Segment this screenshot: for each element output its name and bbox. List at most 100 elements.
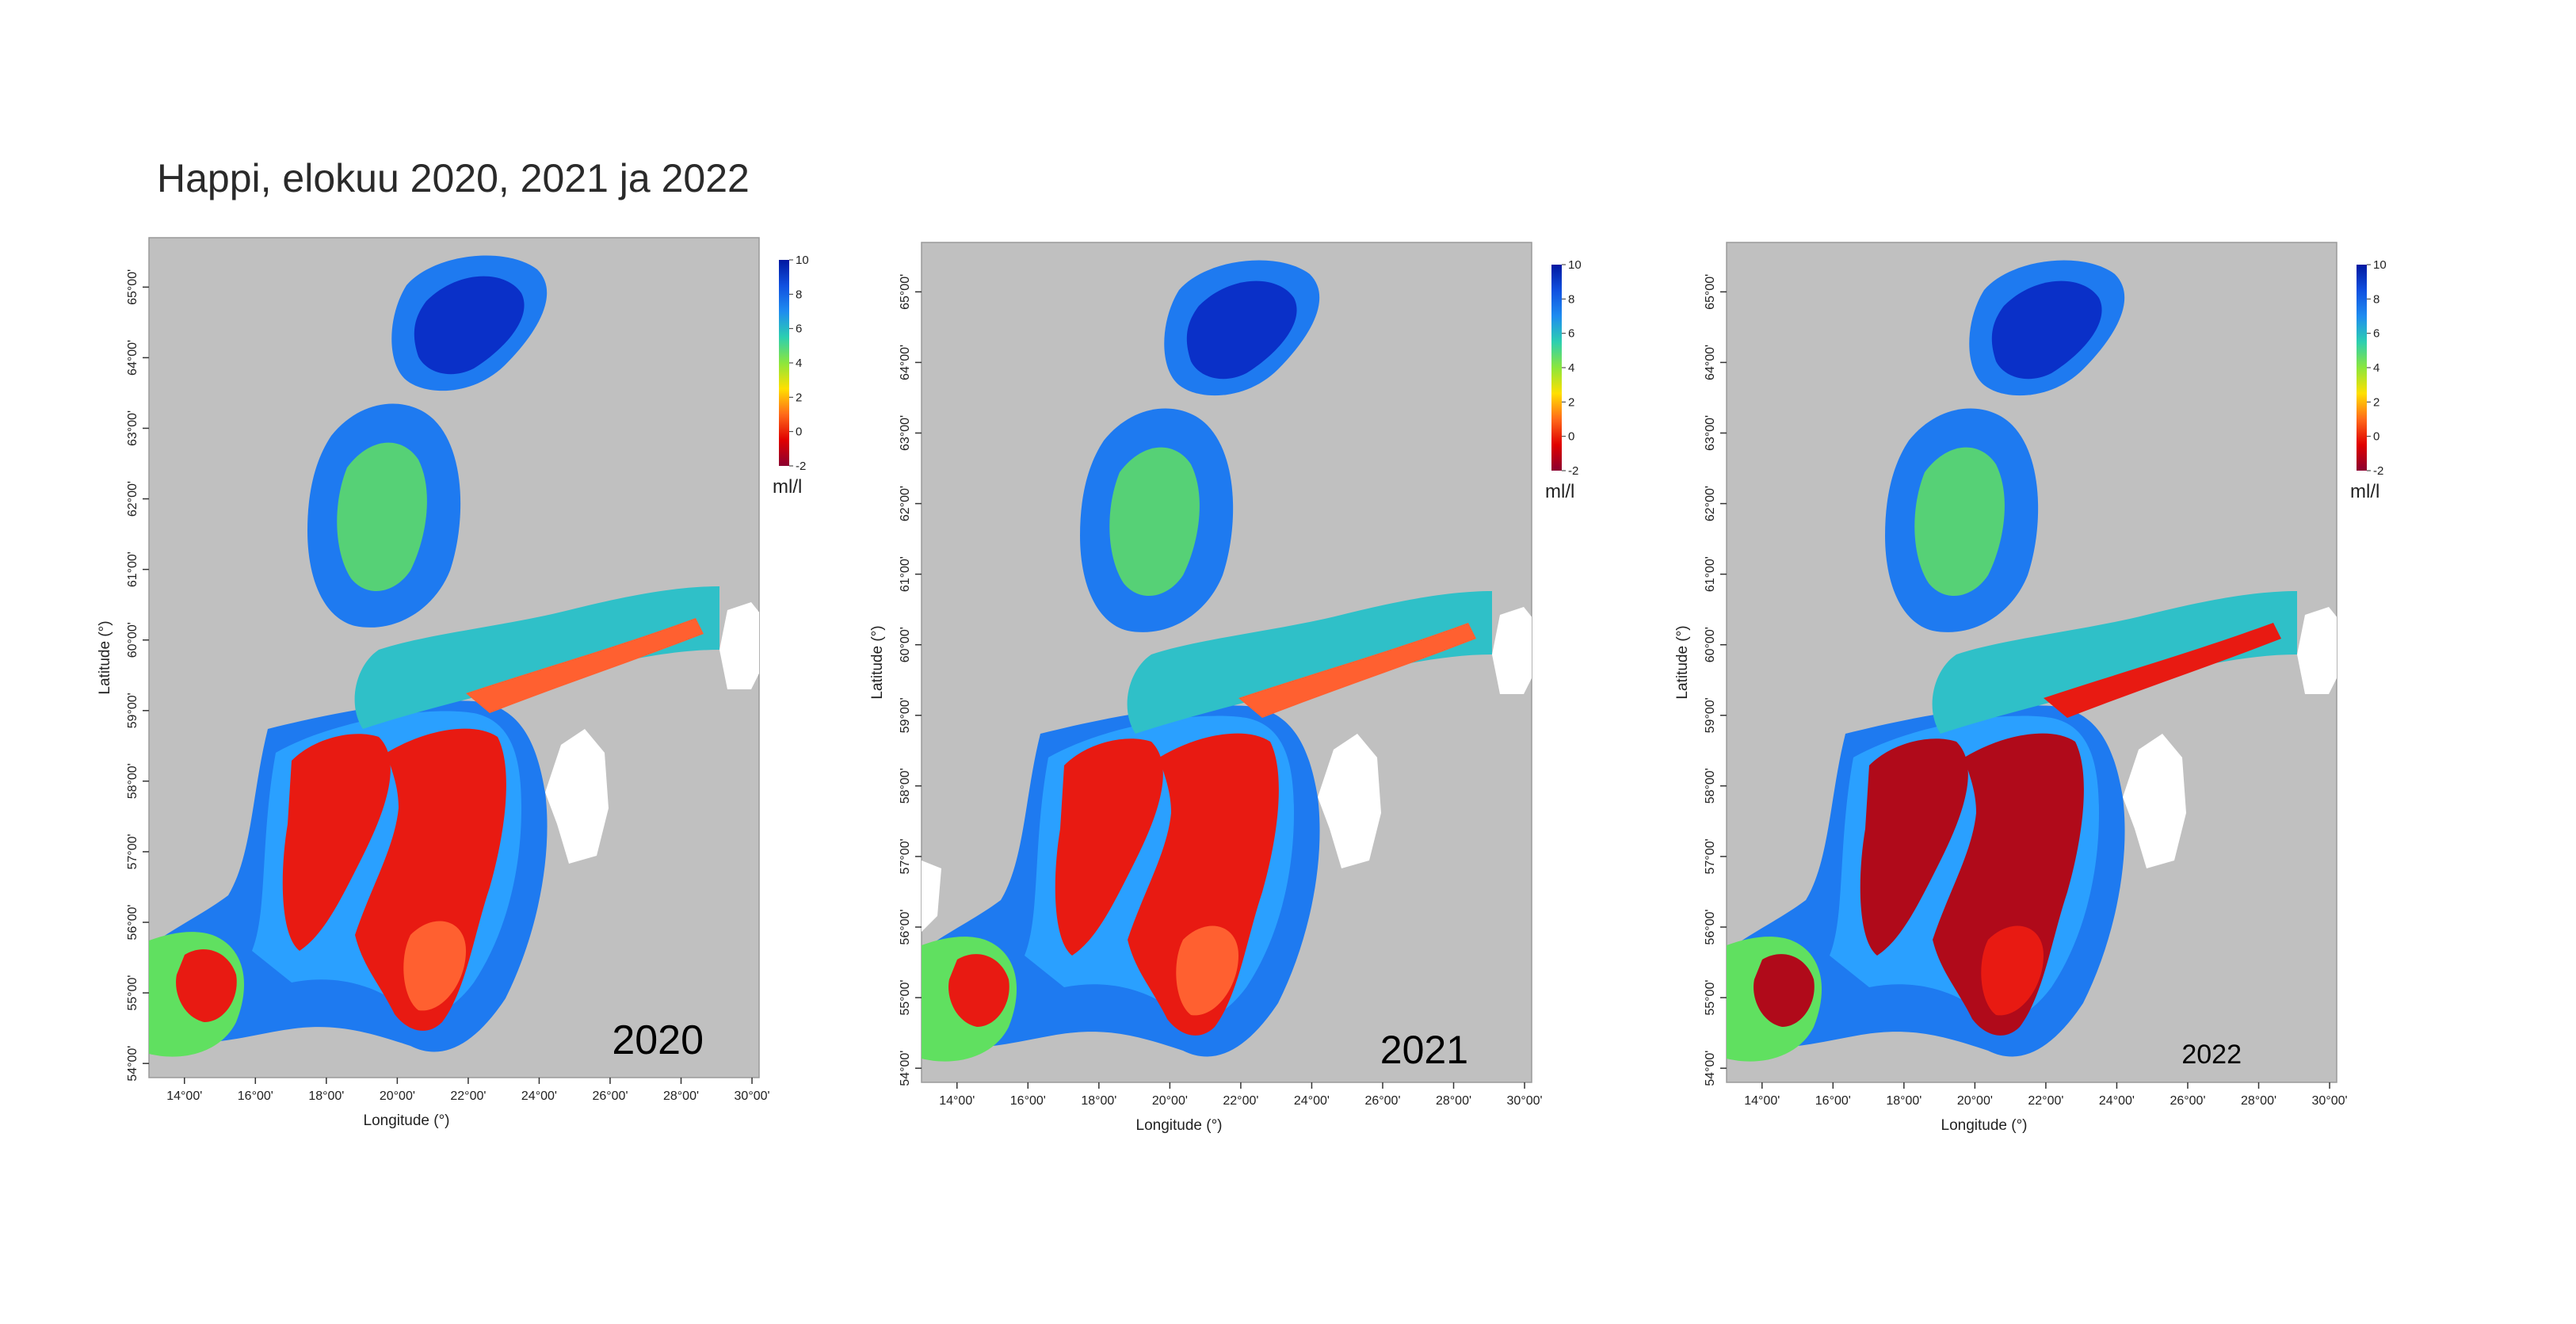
x-tick-label: 20°00' [380, 1089, 415, 1103]
y-tick-label: 62°00' [899, 486, 912, 521]
sea-bothnian-bay-core [1186, 280, 1297, 380]
colorbar-tick-label: 6 [2373, 327, 2379, 341]
sea-bothnian-bay-core [1991, 280, 2102, 380]
figure-title: Happi, elokuu 2020, 2021 ja 2022 [157, 156, 750, 200]
colorbar-tick-label: -2 [2373, 464, 2383, 478]
x-tick-label: 16°00' [238, 1089, 273, 1103]
colorbar-tick-label: -2 [1568, 464, 1578, 478]
colorbar-tick-label: 4 [2373, 361, 2379, 375]
y-tick-label: 57°00' [126, 834, 139, 869]
anoxic-western-gotland [282, 734, 391, 951]
x-tick-label: 28°00' [1436, 1094, 1471, 1108]
oxygen-field [1727, 260, 2337, 1062]
x-tick-label: 22°00' [450, 1089, 486, 1103]
colorbar-tick-label: 2 [2373, 395, 2379, 409]
y-tick-label: 64°00' [126, 340, 139, 376]
x-tick-label: 24°00' [1294, 1094, 1330, 1108]
x-tick-label: 24°00' [521, 1089, 557, 1103]
year-label: 2021 [1380, 1028, 1468, 1072]
y-tick-label: 63°00' [1704, 415, 1717, 451]
x-tick-label: 30°00' [735, 1089, 770, 1103]
sea-gulf-of-finland [354, 586, 719, 729]
y-tick-label: 56°00' [899, 910, 912, 945]
y-axis-label: Latitude (°) [869, 625, 886, 699]
map-panel-2020: 14°00' 16°00' 18°00' 20°00' 22°00' 24°00' 26°0… [97, 237, 809, 1129]
map-panel-2021: 14°00' 16°00' 18°00' 20°00' 22°00' 24°00' 26°0… [869, 242, 1582, 1134]
x-tick-label: 24°00' [2099, 1094, 2135, 1108]
anoxic-bornholm [948, 954, 1009, 1027]
y-tick-label: 61°00' [899, 556, 912, 592]
y-tick-label: 63°00' [899, 415, 912, 451]
y-tick-label: 58°00' [1704, 768, 1717, 803]
colorbar-tick-label: 0 [2373, 430, 2379, 444]
colorbar-tick-label: 4 [796, 357, 802, 370]
sea-bothnian-sea-core [1109, 447, 1200, 597]
colorbar-tick-label: 4 [1568, 361, 1574, 375]
map-panel-2022: 14°00' 16°00' 18°00' 20°00' 22°00' 24°00' 26°0… [1674, 242, 2387, 1134]
y-tick-label: 59°00' [899, 697, 912, 733]
x-tick-label: 28°00' [2241, 1094, 2276, 1108]
no-data-neva-bay [719, 602, 759, 689]
y-tick-label: 62°00' [126, 481, 139, 517]
x-tick-label: 18°00' [1081, 1094, 1116, 1108]
gulf-low-oxygen [466, 618, 704, 713]
x-tick-label: 14°00' [1744, 1094, 1780, 1108]
x-tick-label: 22°00' [2028, 1094, 2063, 1108]
colorbar-unit: ml/l [2350, 481, 2379, 502]
y-tick-label: 65°00' [1704, 274, 1717, 310]
no-data-estonia-islands [2123, 734, 2186, 868]
y-tick-label: 59°00' [126, 693, 139, 728]
y-tick-label: 54°00' [1704, 1051, 1717, 1086]
y-tick-label: 64°00' [1704, 345, 1717, 380]
x-tick-label: 18°00' [1886, 1094, 1922, 1108]
y-tick-label: 61°00' [126, 551, 139, 587]
anoxic-western-gotland [1860, 738, 1968, 956]
colorbar-tick-label: 8 [1568, 292, 1574, 306]
colorbar-tick-label: 0 [796, 425, 802, 439]
colorbar-tick-label: 10 [1568, 258, 1582, 272]
y-tick-label: 54°00' [899, 1051, 912, 1086]
y-tick-label: 64°00' [899, 345, 912, 380]
sea-gulf-of-finland [1127, 591, 1492, 734]
y-tick-label: 55°00' [899, 980, 912, 1016]
x-tick-label: 26°00' [1364, 1094, 1400, 1108]
gulf-low-oxygen [2044, 623, 2281, 718]
colorbar-tick-label: 6 [1568, 327, 1574, 341]
colorbar-tick-label: 2 [796, 391, 802, 404]
x-axis-label: Longitude (°) [364, 1112, 450, 1129]
no-data-neva-bay [1492, 607, 1532, 694]
low-oxygen-gdansk [1176, 925, 1238, 1016]
y-tick-label: 56°00' [126, 905, 139, 941]
colorbar [779, 260, 789, 466]
anoxic-western-gotland [1055, 738, 1163, 956]
oxygen-field [922, 260, 1532, 1062]
gulf-low-oxygen [1238, 623, 1476, 718]
x-tick-label: 16°00' [1815, 1094, 1851, 1108]
y-tick-label: 62°00' [1704, 486, 1717, 521]
no-data-neva-bay [2297, 607, 2337, 694]
x-axis-label: Longitude (°) [1941, 1117, 2028, 1134]
y-tick-label: 57°00' [1704, 838, 1717, 874]
y-tick-label: 61°00' [1704, 556, 1717, 592]
x-tick-label: 30°00' [2312, 1094, 2348, 1108]
y-tick-label: 56°00' [1704, 910, 1717, 945]
y-tick-label: 60°00' [126, 622, 139, 658]
colorbar-tick-label: 10 [796, 254, 809, 267]
colorbar-tick-label: 6 [796, 322, 802, 336]
y-tick-label: 65°00' [899, 274, 912, 310]
colorbar [2357, 265, 2367, 471]
colorbar-tick-label: 8 [796, 288, 802, 301]
x-tick-label: 26°00' [2170, 1094, 2205, 1108]
x-tick-label: 22°00' [1223, 1094, 1258, 1108]
y-tick-label: 60°00' [899, 627, 912, 662]
y-axis-label: Latitude (°) [1674, 625, 1691, 699]
colorbar-tick-label: 10 [2373, 258, 2387, 272]
colorbar-tick-label: 2 [1568, 395, 1574, 409]
sea-bothnian-bay-core [414, 276, 525, 375]
y-tick-label: 59°00' [1704, 697, 1717, 733]
year-label: 2020 [612, 1017, 704, 1063]
no-data-west-edge [922, 860, 941, 932]
year-label: 2022 [2181, 1040, 2242, 1070]
colorbar-tick-label: 0 [1568, 430, 1574, 444]
y-tick-label: 57°00' [899, 838, 912, 874]
